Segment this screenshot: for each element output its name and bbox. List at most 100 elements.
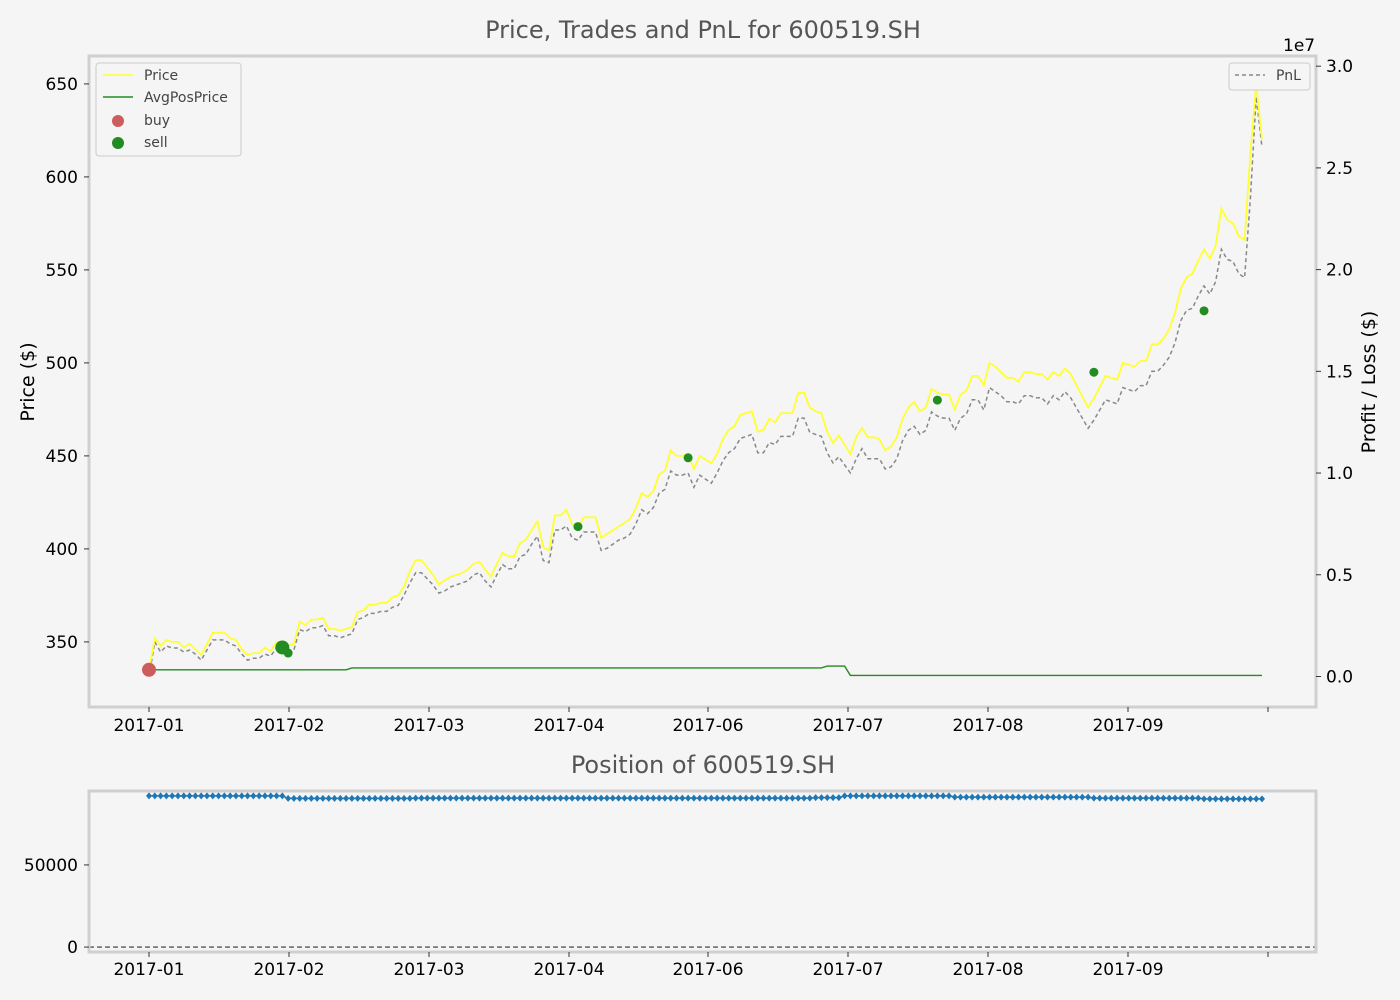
position-marker xyxy=(911,792,918,800)
position-marker xyxy=(221,792,228,800)
position-marker xyxy=(1125,794,1132,802)
position-marker xyxy=(1218,795,1225,803)
position-marker xyxy=(638,794,645,802)
position-marker xyxy=(331,794,338,802)
price-plot-area xyxy=(89,56,1316,707)
price-series-lines xyxy=(148,83,1263,677)
pnl-y-tick-label: 1.5 xyxy=(1326,362,1353,382)
pnl-y-tick-label: 0.5 xyxy=(1326,566,1353,586)
position-marker xyxy=(569,794,576,802)
position-marker xyxy=(511,794,518,802)
position-y-tick-label: 50000 xyxy=(24,856,78,876)
position-marker xyxy=(447,794,454,802)
position-marker xyxy=(719,794,726,802)
position-marker xyxy=(627,794,634,802)
position-marker xyxy=(777,794,784,802)
position-marker xyxy=(963,793,970,801)
position-marker xyxy=(1189,794,1196,802)
position-marker xyxy=(435,794,442,802)
position-marker xyxy=(493,794,500,802)
position-marker xyxy=(238,792,245,800)
position-marker xyxy=(992,793,999,801)
position-marker xyxy=(169,792,176,800)
position-marker xyxy=(1067,793,1074,801)
position-marker xyxy=(325,794,332,802)
position-marker xyxy=(922,792,929,800)
position-marker xyxy=(615,794,622,802)
price-y-tick-label: 350 xyxy=(46,633,78,653)
position-marker xyxy=(1212,795,1219,803)
position-marker xyxy=(951,793,958,801)
position-marker xyxy=(772,794,779,802)
position-marker xyxy=(441,794,448,802)
position-marker xyxy=(528,794,535,802)
position-marker xyxy=(424,794,431,802)
pnl-y-tick-label: 0.0 xyxy=(1326,667,1353,687)
position-marker xyxy=(174,792,181,800)
position-marker xyxy=(592,794,599,802)
position-marker xyxy=(661,794,668,802)
position-marker xyxy=(656,794,663,802)
position-marker xyxy=(1021,793,1028,801)
position-marker xyxy=(632,794,639,802)
position-marker xyxy=(1235,795,1242,803)
position-marker xyxy=(783,794,790,802)
legend-left: Price AvgPosPrice buy sell xyxy=(95,62,242,157)
position-marker xyxy=(354,794,361,802)
sell-marker xyxy=(283,648,293,658)
position-marker xyxy=(795,794,802,802)
position-x-tick-label: 2017-09 xyxy=(1092,960,1163,980)
legend-right-box xyxy=(1228,62,1311,91)
position-marker xyxy=(343,794,350,802)
position-marker xyxy=(1166,794,1173,802)
position-x-tick-label: 2017-03 xyxy=(393,960,464,980)
position-marker xyxy=(1050,793,1057,801)
position-marker xyxy=(1079,793,1086,801)
position-marker xyxy=(1206,795,1213,803)
position-marker xyxy=(1172,794,1179,802)
position-marker xyxy=(841,792,848,800)
legend-pnl-label: PnL xyxy=(1276,68,1301,84)
trade-markers xyxy=(142,306,1209,677)
position-marker xyxy=(899,792,906,800)
position-marker xyxy=(1085,793,1092,801)
position-x-tick-label: 2017-06 xyxy=(672,960,743,980)
position-marker xyxy=(1108,794,1115,802)
position-marker xyxy=(146,792,152,800)
sell-marker xyxy=(573,522,583,532)
position-marker xyxy=(1230,795,1237,803)
price-plot-frame xyxy=(87,54,1318,709)
sell-marker xyxy=(683,453,693,463)
position-marker xyxy=(916,792,923,800)
legend-buy-label: buy xyxy=(144,113,170,129)
price-x-tick-label: 2017-09 xyxy=(1092,716,1163,736)
position-marker xyxy=(1073,793,1080,801)
position-marker xyxy=(267,792,274,800)
position-marker xyxy=(650,794,657,802)
position-marker xyxy=(209,792,216,800)
position-marker xyxy=(743,794,750,802)
position-y-tick-label: 0 xyxy=(67,938,78,958)
position-x-tick-label: 2017-08 xyxy=(952,960,1023,980)
position-marker xyxy=(876,792,883,800)
position-marker xyxy=(864,792,871,800)
position-marker xyxy=(279,792,286,800)
position-marker xyxy=(934,792,941,800)
position-marker xyxy=(905,792,912,800)
position-marker xyxy=(957,793,964,801)
position-marker xyxy=(256,792,263,800)
position-marker xyxy=(430,794,437,802)
position-marker xyxy=(690,794,697,802)
position-marker xyxy=(621,794,628,802)
position-x-tick-label: 2017-07 xyxy=(812,960,883,980)
position-marker xyxy=(1090,794,1097,802)
position-marker xyxy=(389,794,396,802)
position-marker xyxy=(969,793,976,801)
position-marker xyxy=(319,794,326,802)
pnl-y-tick-label: 2.5 xyxy=(1326,159,1353,179)
position-x-tick-label: 2017-02 xyxy=(253,960,324,980)
position-marker xyxy=(882,792,889,800)
position-marker xyxy=(714,794,721,802)
position-marker xyxy=(1009,793,1016,801)
position-marker xyxy=(1061,793,1068,801)
